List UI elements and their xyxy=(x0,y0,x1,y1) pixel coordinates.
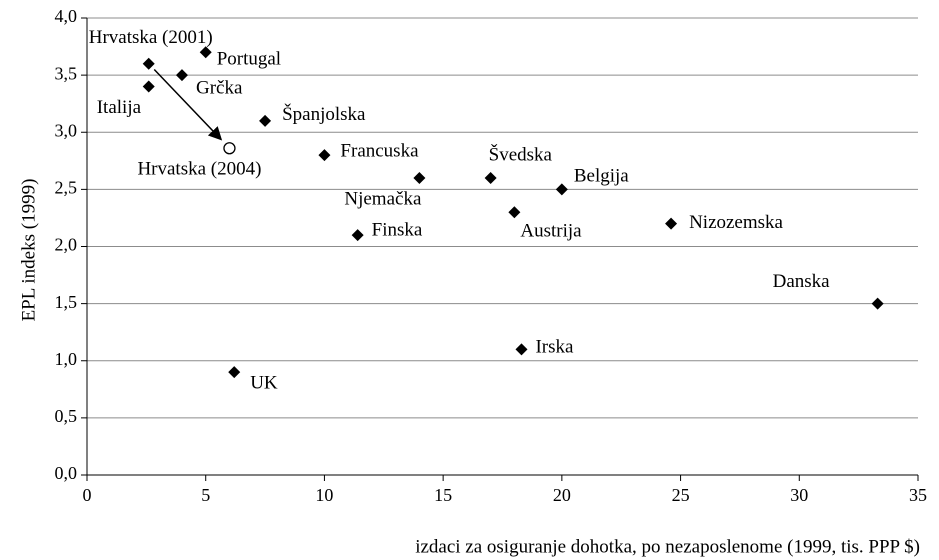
point-label: Njemačka xyxy=(344,188,422,209)
y-tick-label: 3,0 xyxy=(55,120,78,140)
point xyxy=(351,229,364,242)
point xyxy=(223,142,236,155)
point xyxy=(555,183,568,196)
point xyxy=(515,343,528,356)
point-label: Finska xyxy=(372,219,423,240)
y-tick-label: 2,0 xyxy=(55,235,78,255)
point-label: Danska xyxy=(773,271,831,292)
point xyxy=(175,69,188,82)
x-tick-label: 35 xyxy=(909,485,927,505)
x-tick-label: 0 xyxy=(83,485,92,505)
point-label: Hrvatska (2001) xyxy=(89,27,213,48)
y-tick-label: 0,5 xyxy=(55,406,78,426)
point xyxy=(228,366,241,379)
point xyxy=(142,80,155,93)
point-label: Španjolska xyxy=(282,103,366,125)
point xyxy=(413,171,426,184)
y-tick-label: 1,5 xyxy=(55,292,78,312)
point xyxy=(318,149,331,162)
x-tick-label: 25 xyxy=(672,485,690,505)
point-label: Irska xyxy=(535,337,574,358)
y-tick-label: 4,0 xyxy=(55,6,78,26)
x-tick-label: 15 xyxy=(434,485,452,505)
y-tick-label: 3,5 xyxy=(55,63,78,83)
point-label: UK xyxy=(250,373,278,394)
y-tick-label: 2,5 xyxy=(55,178,78,198)
point-label: Grčka xyxy=(196,77,243,98)
point-label: Švedska xyxy=(489,143,553,165)
point xyxy=(259,114,272,127)
point xyxy=(665,217,678,230)
point xyxy=(199,46,212,59)
y-tick-label: 0,0 xyxy=(55,463,78,483)
point xyxy=(508,206,521,219)
point-label: Austrija xyxy=(520,221,582,242)
y-tick-label: 1,0 xyxy=(55,349,78,369)
point-label: Italija xyxy=(97,97,142,118)
point xyxy=(484,171,497,184)
point-label: Nizozemska xyxy=(689,212,783,233)
point xyxy=(871,297,884,310)
y-axis-label: EPL indeks (1999) xyxy=(18,179,39,322)
x-tick-label: 20 xyxy=(553,485,571,505)
point-label: Portugal xyxy=(217,49,281,70)
point-label: Francuska xyxy=(340,140,419,161)
x-tick-label: 5 xyxy=(201,485,210,505)
arrow xyxy=(153,68,223,141)
x-tick-label: 10 xyxy=(315,485,333,505)
point-label: Belgija xyxy=(574,166,629,187)
x-axis-label: izdaci za osiguranje dohotka, po nezapos… xyxy=(415,536,920,557)
point xyxy=(142,57,155,70)
point-label: Hrvatska (2004) xyxy=(137,159,261,180)
x-tick-label: 30 xyxy=(790,485,808,505)
